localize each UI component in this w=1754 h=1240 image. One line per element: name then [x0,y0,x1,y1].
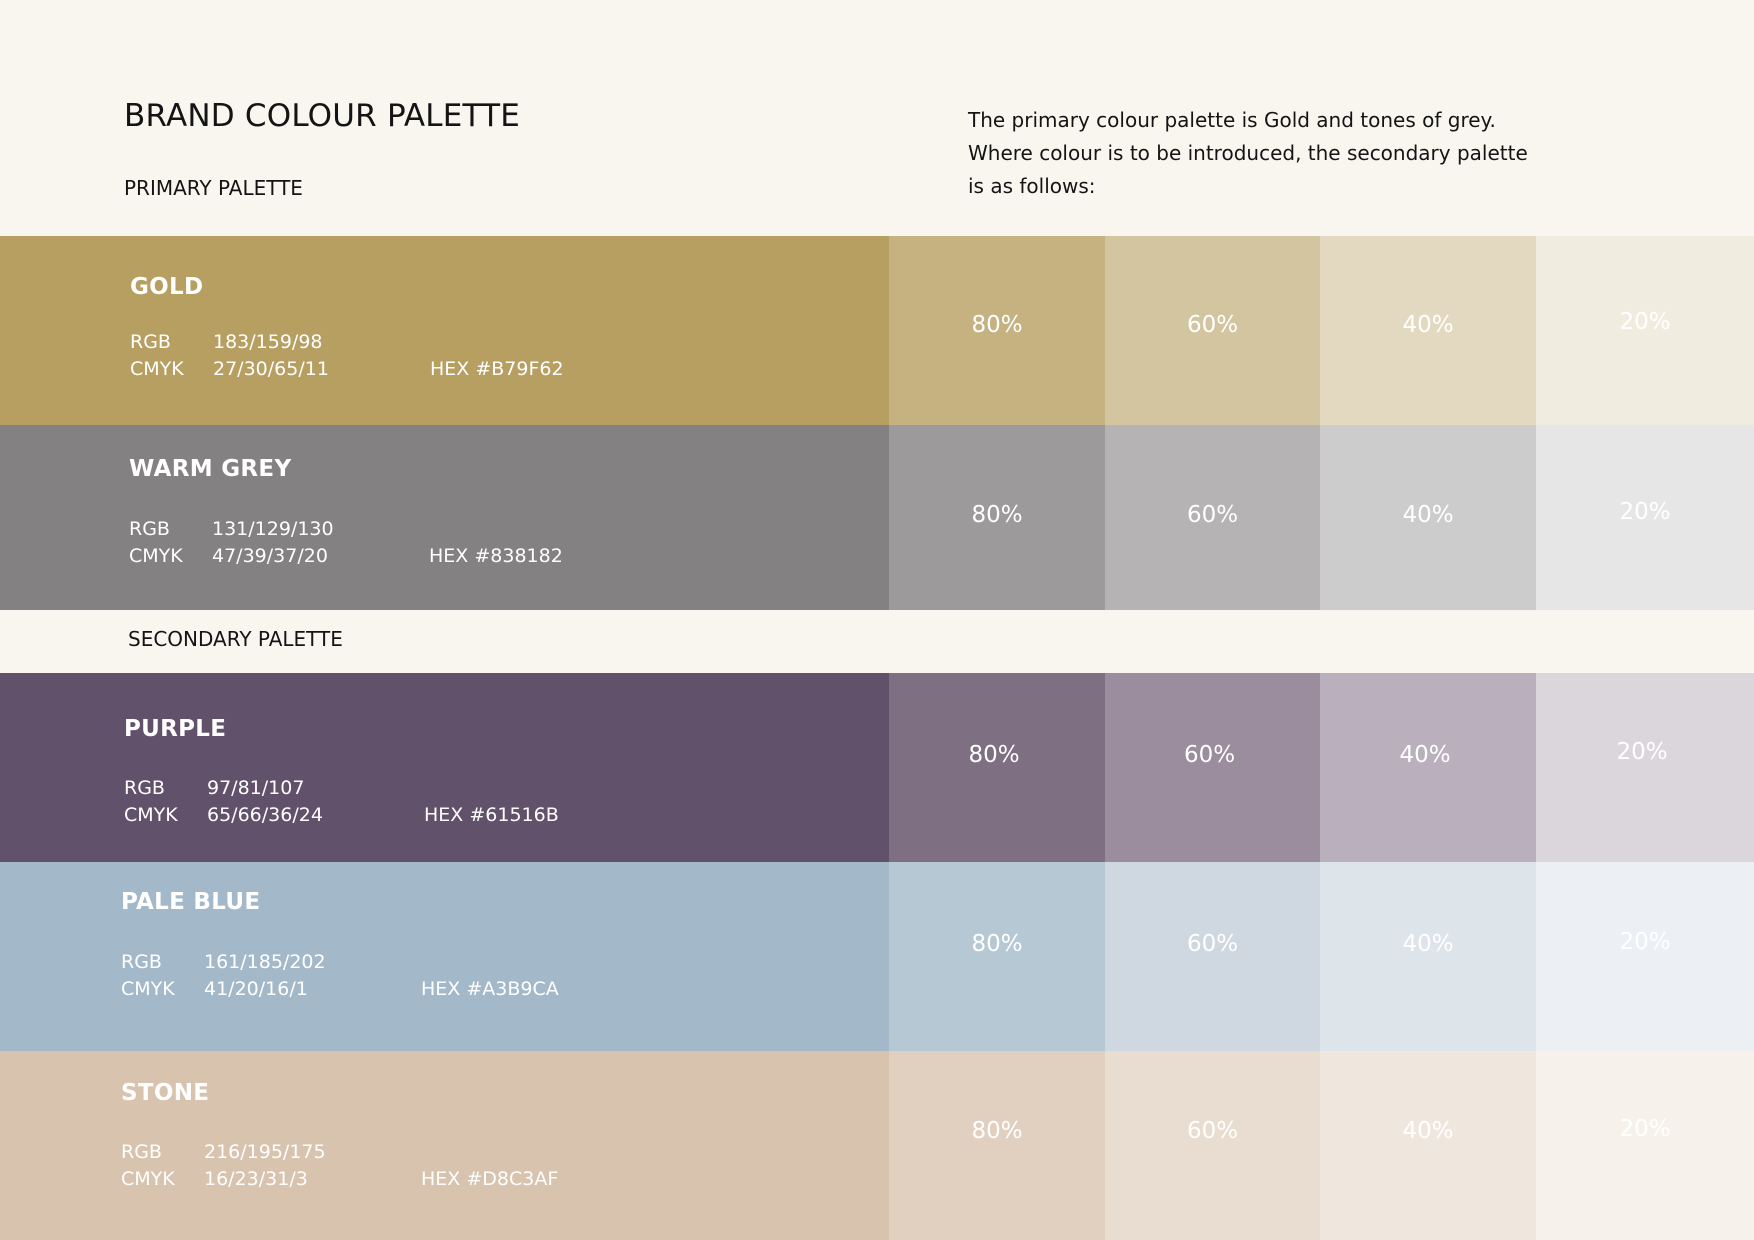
gold-row: GOLD RGB 183/159/98 CMYK 27/30/65/11 HEX… [0,236,1754,425]
tint-20: 20% [1536,673,1754,862]
tint-label: 20% [1619,1116,1671,1142]
cmyk-label: CMYK [121,978,175,1000]
color-name: GOLD [130,274,204,300]
hex-value: HEX #838182 [429,545,563,567]
hex-value: HEX #D8C3AF [421,1168,559,1190]
color-name: PALE BLUE [121,889,261,915]
rgb-label: RGB [121,1141,162,1163]
cmyk-label: CMYK [124,804,178,826]
tint-label: 40% [1402,312,1454,338]
tint-label: 20% [1619,929,1671,955]
tint-label: 40% [1402,1118,1454,1144]
tint-80: 80% [889,1051,1105,1240]
intro-line: is as follows: [968,174,1096,198]
pale-blue-row: PALE BLUE RGB 161/185/202 CMYK 41/20/16/… [0,862,1754,1051]
tint-40: 40% [1320,862,1536,1051]
pale-blue-swatch: PALE BLUE RGB 161/185/202 CMYK 41/20/16/… [0,862,889,1051]
warm-grey-row: WARM GREY RGB 131/129/130 CMYK 47/39/37/… [0,425,1754,610]
tint-40: 40% [1320,236,1536,425]
tint-80: 80% [889,673,1105,862]
cmyk-value: 41/20/16/1 [204,978,308,1000]
tint-40: 40% [1320,1051,1536,1240]
rgb-value: 183/159/98 [213,331,323,353]
primary-palette-label: PRIMARY PALETTE [124,176,303,200]
cmyk-label: CMYK [121,1168,175,1190]
gold-swatch: GOLD RGB 183/159/98 CMYK 27/30/65/11 HEX… [0,236,889,425]
warm-grey-swatch: WARM GREY RGB 131/129/130 CMYK 47/39/37/… [0,425,889,610]
tint-label: 80% [968,742,1020,768]
tint-label: 40% [1399,742,1451,768]
intro-line: The primary colour palette is Gold and t… [968,108,1496,132]
page-title: BRAND COLOUR PALETTE [124,98,521,134]
tint-label: 40% [1402,931,1454,957]
rgb-value: 97/81/107 [207,777,305,799]
tint-label: 60% [1183,742,1236,768]
tint-60: 60% [1105,425,1320,610]
tint-80: 80% [889,236,1105,425]
tint-label: 60% [1186,502,1239,528]
color-name: PURPLE [124,716,227,742]
tint-20: 20% [1536,236,1754,425]
tint-label: 20% [1619,499,1671,525]
tint-label: 80% [971,1118,1023,1144]
tint-60: 60% [1105,673,1320,862]
cmyk-value: 16/23/31/3 [204,1168,308,1190]
tint-40: 40% [1320,673,1536,862]
purple-swatch: PURPLE RGB 97/81/107 CMYK 65/66/36/24 HE… [0,673,889,862]
intro-text: The primary colour palette is Gold and t… [968,104,1528,203]
hex-value: HEX #A3B9CA [421,978,559,1000]
tint-label: 20% [1619,309,1671,335]
stone-swatch: STONE RGB 216/195/175 CMYK 16/23/31/3 HE… [0,1051,889,1240]
color-name: WARM GREY [129,456,292,482]
tint-80: 80% [889,425,1105,610]
tint-label: 20% [1616,739,1668,765]
intro-line: Where colour is to be introduced, the se… [968,141,1528,165]
tint-label: 80% [971,312,1023,338]
tint-40: 40% [1320,425,1536,610]
rgb-value: 216/195/175 [204,1141,326,1163]
tint-60: 60% [1105,862,1320,1051]
rgb-label: RGB [121,951,162,973]
tint-80: 80% [889,862,1105,1051]
rgb-label: RGB [124,777,165,799]
rgb-label: RGB [130,331,171,353]
tint-label: 60% [1186,312,1239,338]
tint-20: 20% [1536,425,1754,610]
rgb-label: RGB [129,518,170,540]
cmyk-value: 47/39/37/20 [212,545,328,567]
cmyk-value: 65/66/36/24 [207,804,323,826]
tint-label: 40% [1402,502,1454,528]
color-name: STONE [121,1080,210,1106]
tint-label: 80% [971,931,1023,957]
secondary-palette-label: SECONDARY PALETTE [128,627,343,651]
tint-60: 60% [1105,236,1320,425]
hex-value: HEX #61516B [424,804,559,826]
cmyk-value: 27/30/65/11 [213,358,329,380]
cmyk-label: CMYK [130,358,184,380]
hex-value: HEX #B79F62 [430,358,564,380]
tint-label: 80% [971,502,1023,528]
tint-20: 20% [1536,862,1754,1051]
cmyk-label: CMYK [129,545,183,567]
rgb-value: 161/185/202 [204,951,326,973]
purple-row: PURPLE RGB 97/81/107 CMYK 65/66/36/24 HE… [0,673,1754,862]
tint-label: 60% [1186,931,1239,957]
tint-label: 60% [1186,1118,1239,1144]
tint-60: 60% [1105,1051,1320,1240]
stone-row: STONE RGB 216/195/175 CMYK 16/23/31/3 HE… [0,1051,1754,1240]
tint-20: 20% [1536,1051,1754,1240]
rgb-value: 131/129/130 [212,518,334,540]
